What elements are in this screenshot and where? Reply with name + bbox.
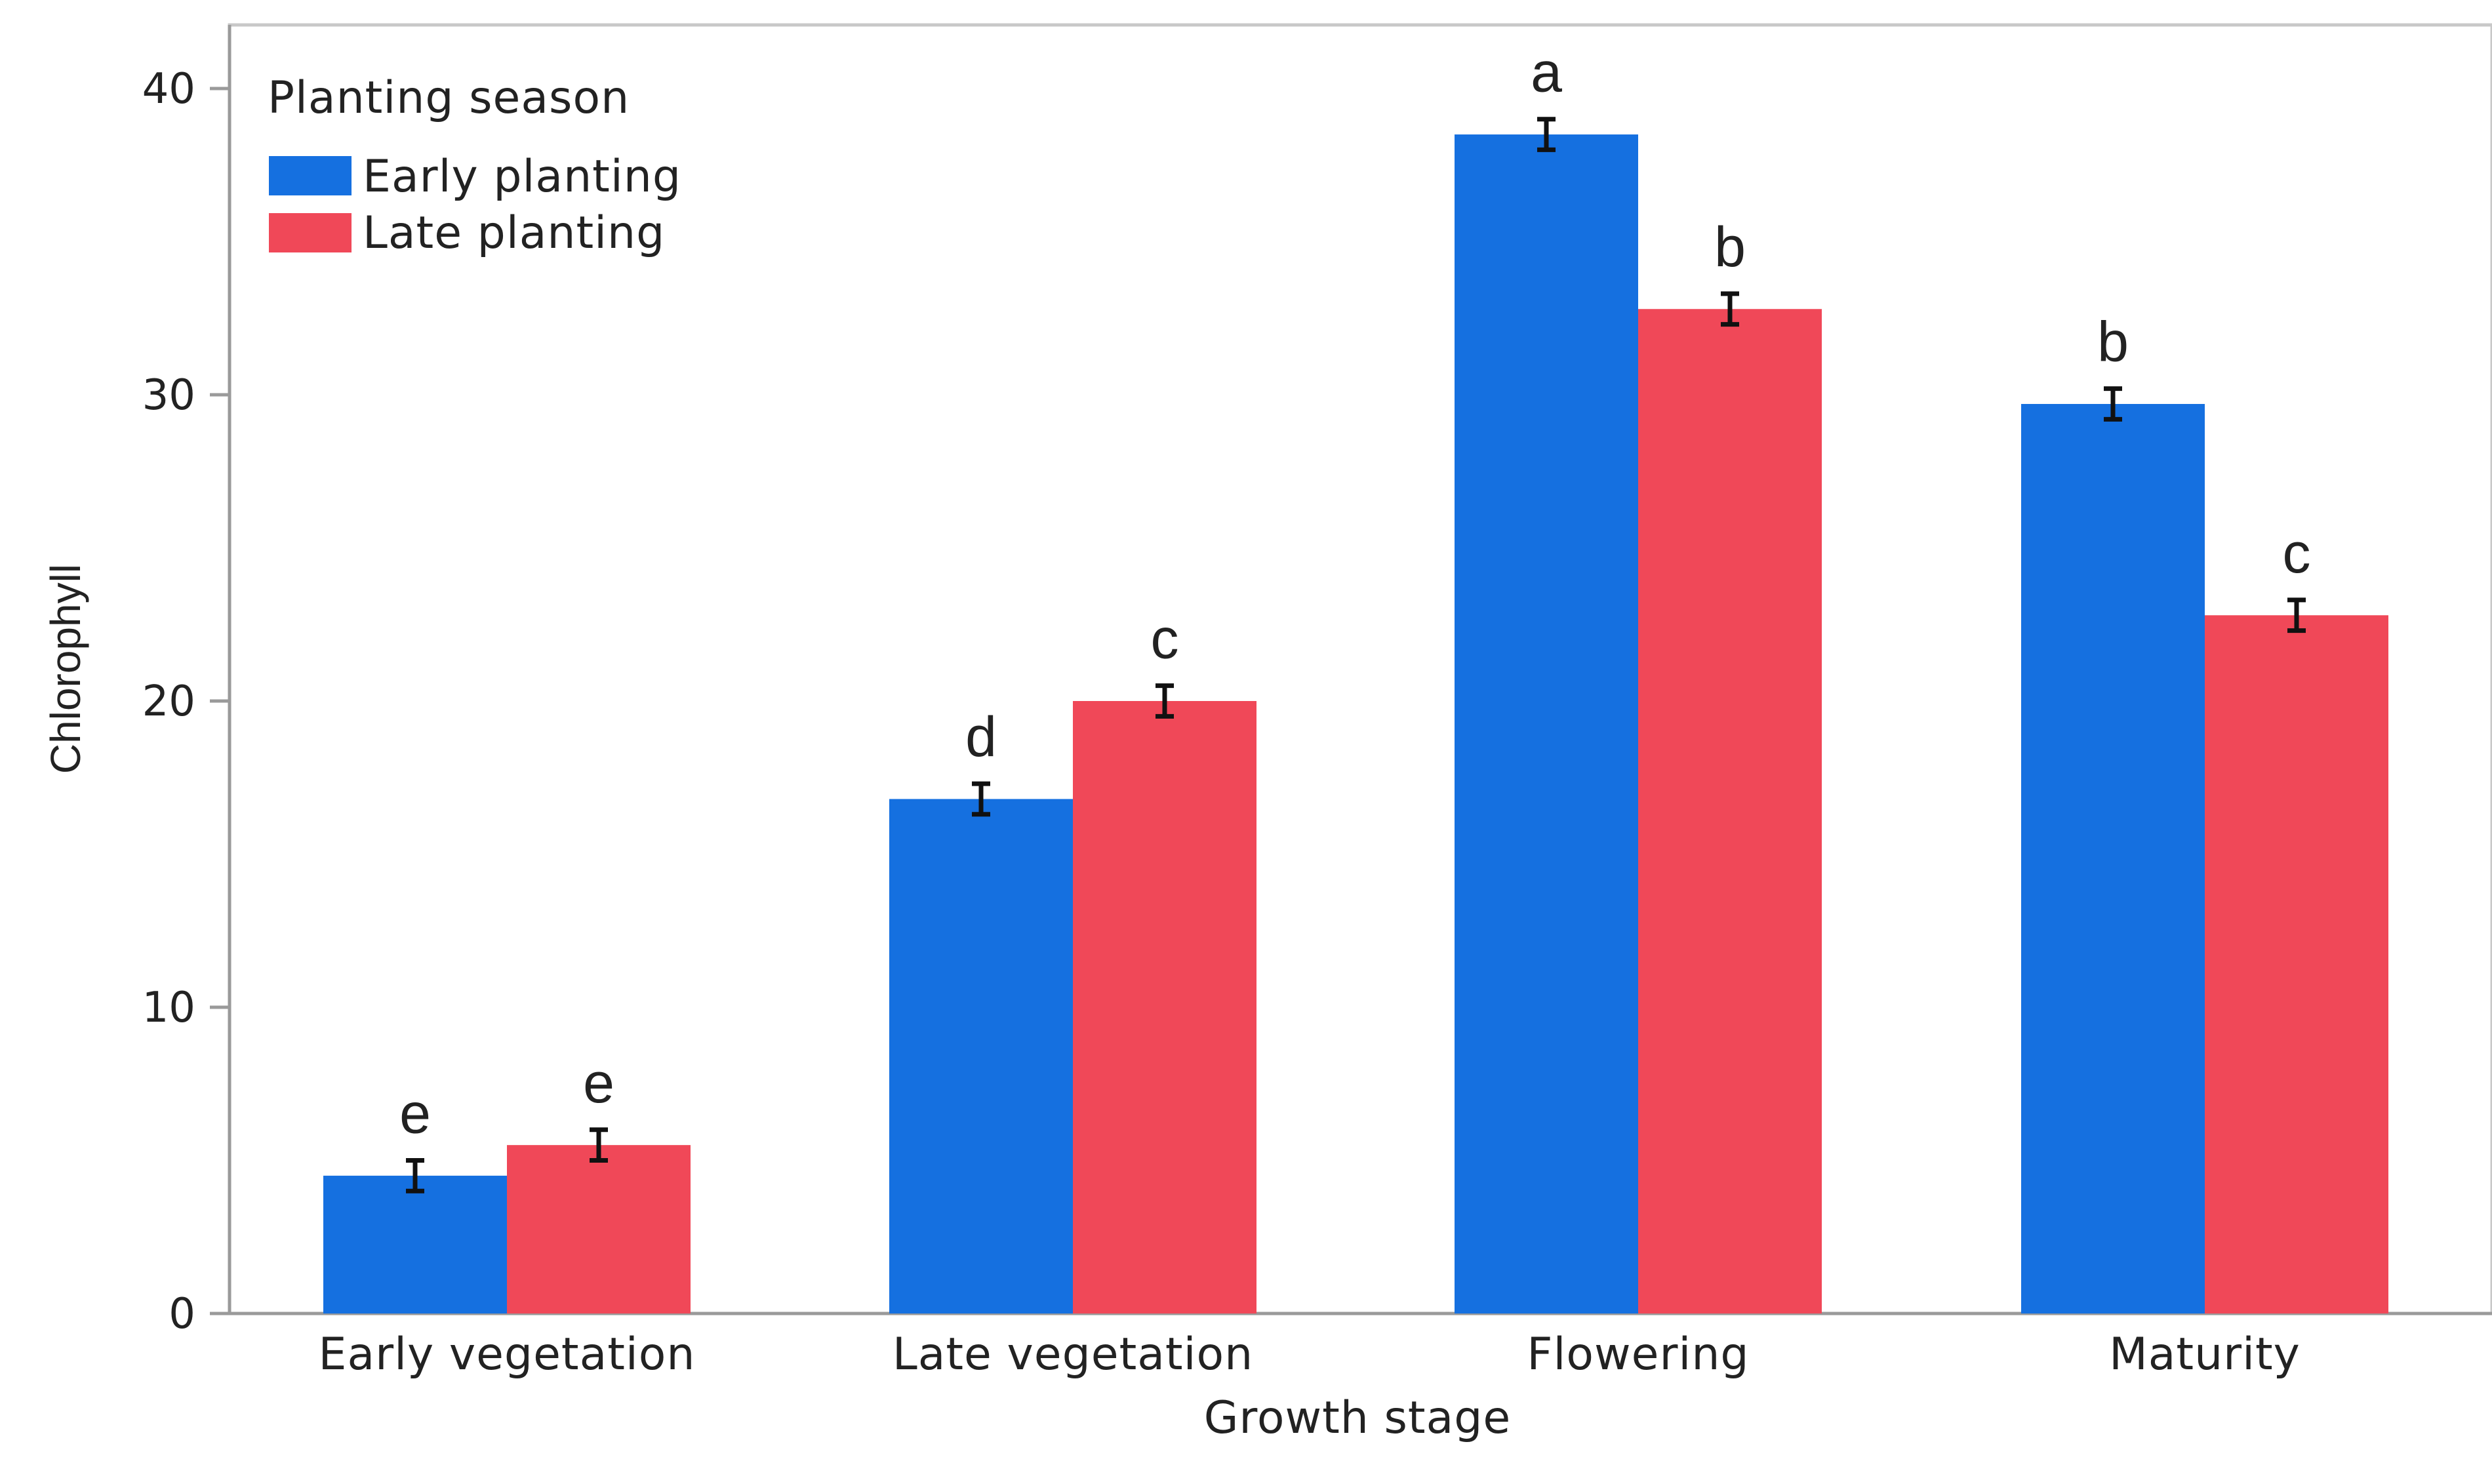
- error-bar-late-planting-flowering: [1721, 291, 1739, 327]
- significance-letters-group: e e d c a b b c: [399, 41, 2310, 1146]
- bar-late-planting-maturity: [2205, 615, 2388, 1314]
- bar-late-planting-flowering: [1638, 309, 1822, 1314]
- error-bar-early-planting-late-vegetation: [972, 781, 990, 817]
- y-axis-title: Chlorophyll: [42, 564, 89, 774]
- error-bar-late-planting-late-vegetation: [1156, 683, 1174, 719]
- error-bar-early-planting-early-vegetation: [406, 1158, 424, 1193]
- legend-label-late-planting: Late planting: [363, 207, 665, 259]
- bar-early-planting-flowering: [1455, 134, 1638, 1314]
- sig-letter-late-planting-maturity: c: [2283, 522, 2311, 585]
- x-axis-title: Growth stage: [1204, 1392, 1512, 1444]
- bar-early-planting-late-vegetation: [889, 799, 1073, 1314]
- y-tick-label-30: 30: [142, 371, 195, 420]
- x-category-label-maturity: Maturity: [2109, 1329, 2301, 1380]
- legend-label-early-planting: Early planting: [363, 151, 681, 203]
- y-axis-ticks: 0 10 20 30 40: [142, 65, 230, 1338]
- bar-early-planting-maturity: [2021, 404, 2205, 1314]
- error-bars-group: [406, 117, 2306, 1193]
- legend-swatch-late-planting: [269, 213, 352, 252]
- legend-title: Planting season: [268, 72, 630, 124]
- x-category-label-early-vegetation: Early vegetation: [318, 1329, 695, 1380]
- legend: Planting season Early planting Late plan…: [268, 72, 681, 259]
- y-tick-label-20: 20: [142, 677, 195, 726]
- error-bar-early-planting-flowering: [1537, 117, 1556, 152]
- sig-letter-early-planting-late-vegetation: d: [965, 706, 997, 769]
- y-tick-label-0: 0: [169, 1290, 195, 1338]
- bars-group: [323, 134, 2388, 1314]
- x-axis-categories: Early vegetation Late vegetation Flowering…: [318, 1329, 2301, 1380]
- sig-letter-late-planting-early-vegetation: e: [583, 1052, 614, 1115]
- legend-swatch-early-planting: [269, 156, 352, 195]
- error-bar-early-planting-maturity: [2104, 386, 2122, 422]
- sig-letter-early-planting-maturity: b: [2097, 311, 2129, 374]
- sig-letter-late-planting-flowering: b: [1714, 216, 1746, 279]
- y-tick-label-10: 10: [142, 984, 195, 1032]
- y-tick-label-40: 40: [142, 65, 195, 113]
- error-bar-late-planting-early-vegetation: [590, 1127, 608, 1163]
- bar-late-planting-late-vegetation: [1073, 701, 1256, 1314]
- bar-late-planting-early-vegetation: [507, 1145, 691, 1314]
- sig-letter-late-planting-late-vegetation: c: [1151, 608, 1179, 671]
- sig-letter-early-planting-flowering: a: [1531, 41, 1562, 104]
- sig-letter-early-planting-early-vegetation: e: [399, 1083, 431, 1146]
- bar-early-planting-early-vegetation: [323, 1175, 507, 1314]
- x-category-label-late-vegetation: Late vegetation: [893, 1329, 1253, 1380]
- x-category-label-flowering: Flowering: [1527, 1329, 1749, 1380]
- error-bar-late-planting-maturity: [2287, 597, 2306, 633]
